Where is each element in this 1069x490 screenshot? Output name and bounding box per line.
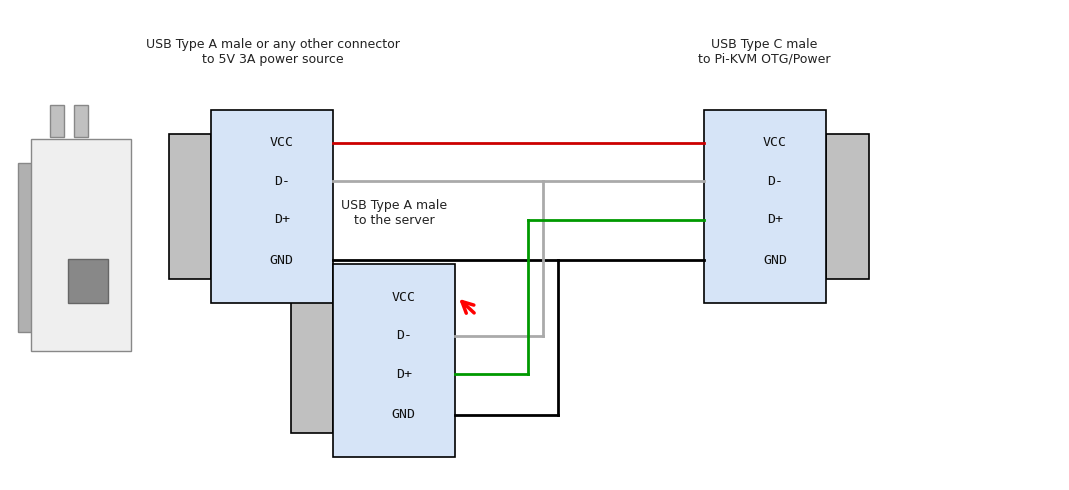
Text: D-: D- [274,175,290,188]
Text: D+: D+ [274,214,290,226]
Text: GND: GND [391,408,416,421]
Text: USB Type A male or any other connector
to 5V 3A power source: USB Type A male or any other connector t… [145,38,400,66]
Bar [31,139,131,351]
Text: D-: D- [396,329,412,342]
Bar [332,264,455,457]
Bar [704,110,826,303]
Bar [74,105,88,137]
Bar [211,110,332,303]
Text: USB Type A male
to the server: USB Type A male to the server [341,199,448,227]
Text: VCC: VCC [391,291,416,303]
Text: D+: D+ [766,214,783,226]
Text: GND: GND [763,254,787,267]
Text: GND: GND [269,254,294,267]
Text: VCC: VCC [269,136,294,149]
Text: VCC: VCC [763,136,787,149]
Bar [67,259,108,303]
Text: D-: D- [766,175,783,188]
Bar [169,134,211,279]
Bar [291,288,332,433]
Text: D+: D+ [396,368,412,381]
Text: USB Type C male
to Pi-KVM OTG/Power: USB Type C male to Pi-KVM OTG/Power [698,38,831,66]
Bar [18,163,48,332]
Bar [826,134,869,279]
Bar [50,105,63,137]
